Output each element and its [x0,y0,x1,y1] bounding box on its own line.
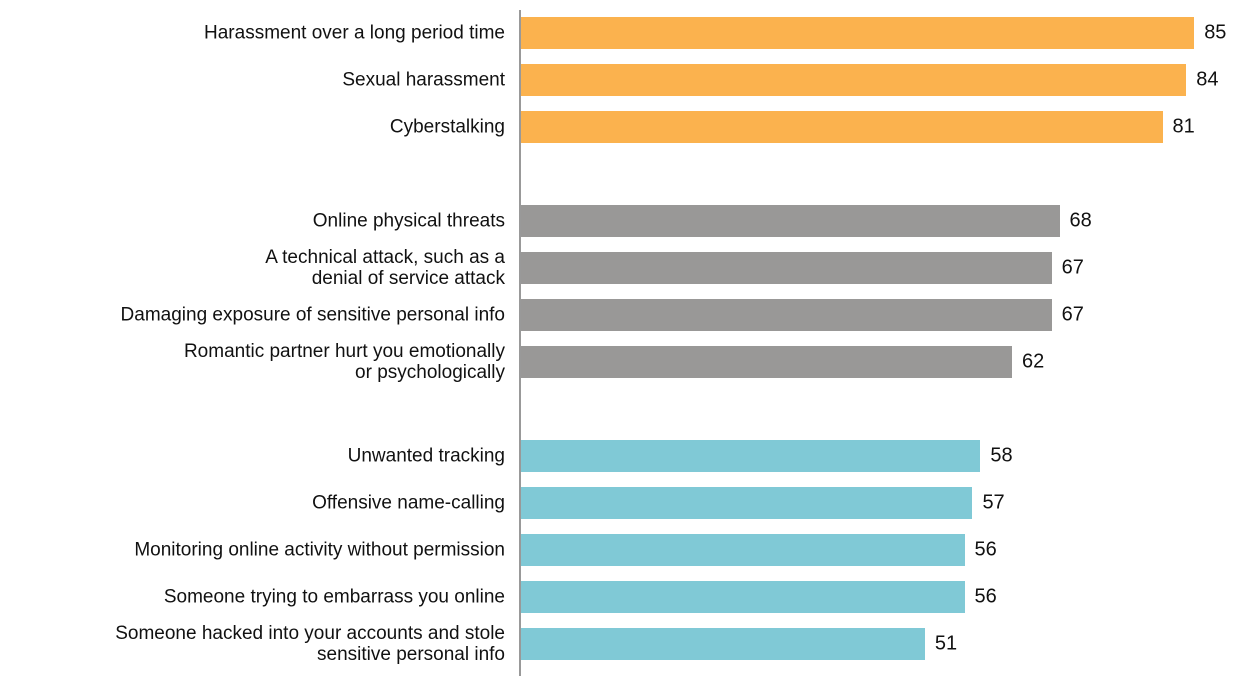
bar [521,17,1195,49]
value-label: 56 [974,585,997,608]
category-label: Damaging exposure of sensitive personal … [120,304,505,326]
value-label: 51 [934,632,958,655]
bar [521,299,1052,331]
value-label: 57 [982,491,1005,514]
value-label: 62 [1022,350,1045,373]
value-label: 67 [1061,303,1084,326]
value-label: 67 [1061,256,1084,279]
bar [521,581,965,613]
category-label: Harassment over a long period time [204,22,505,44]
category-label: Cyberstalking [389,116,505,138]
category-label: Someone hacked into your accounts and st… [115,623,505,665]
category-label: Sexual harassment [342,69,505,91]
value-label: 85 [1204,21,1227,44]
value-label: 68 [1069,209,1092,232]
bar [521,440,981,472]
bar [521,111,1163,143]
bar [521,205,1060,237]
category-label: Offensive name-calling [312,492,505,514]
bar [521,64,1187,96]
bar [521,487,973,519]
category-label: Romantic partner hurt you emotionally or… [183,341,505,383]
bar [521,628,925,660]
value-label: 84 [1196,68,1219,91]
value-label: 56 [974,538,997,561]
axis-line [519,10,521,676]
value-label: 58 [990,444,1013,467]
value-label: 81 [1172,115,1195,138]
category-label: Someone trying to embarrass you online [163,586,505,608]
category-label: Monitoring online activity without permi… [134,539,505,561]
bar [521,252,1052,284]
bar [521,534,965,566]
category-label: Online physical threats [312,210,505,232]
category-label: Unwanted tracking [347,445,505,467]
bar [521,346,1013,378]
category-label: A technical attack, such as a denial of … [265,247,505,289]
